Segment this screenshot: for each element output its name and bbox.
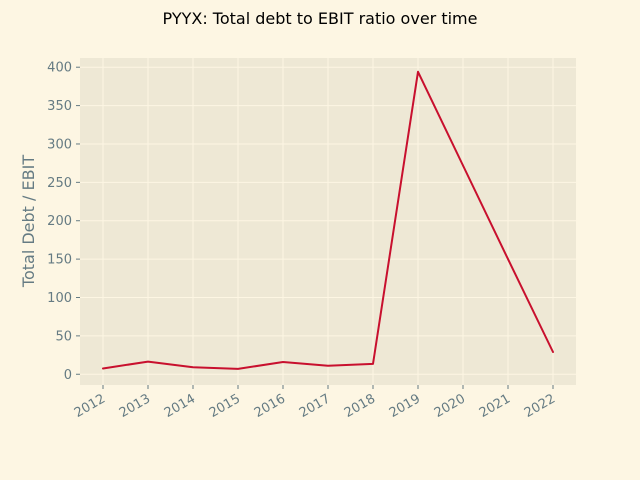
x-tick-label: 2013 <box>117 391 153 421</box>
y-tick-label: 150 <box>47 253 72 268</box>
y-tick-label: 400 <box>47 61 72 76</box>
x-tick-label: 2012 <box>72 391 108 421</box>
x-tick-label: 2017 <box>297 391 333 421</box>
series-layer <box>102 70 554 370</box>
x-tick-label: 2019 <box>387 391 423 421</box>
x-tick-label: 2020 <box>432 391 468 421</box>
grid-lines <box>80 58 576 385</box>
y-tick-label: 350 <box>47 99 72 114</box>
x-axis-ticks: 2012 2013 2014 2015 2016 2017 2018 2019 2020 2021… <box>72 385 558 421</box>
x-tick-label: 2018 <box>342 391 378 421</box>
y-tick-label: 100 <box>47 291 72 306</box>
y-tick-label: 250 <box>47 176 72 191</box>
y-axis-label: Total Debt / EBIT <box>19 155 38 288</box>
x-tick-label: 2022 <box>522 391 558 421</box>
x-tick-label: 2021 <box>477 391 513 421</box>
y-tick-label: 200 <box>47 214 72 229</box>
x-tick-label: 2016 <box>252 391 288 421</box>
chart-title: PYYX: Total debt to EBIT ratio over time <box>163 9 478 28</box>
y-axis-ticks: 0 50 100 150 200 250 300 350 400 <box>47 61 80 383</box>
x-tick-label: 2014 <box>162 391 198 421</box>
y-tick-label: 50 <box>55 329 72 344</box>
y-tick-label: 300 <box>47 137 72 152</box>
y-tick-label: 0 <box>64 368 72 383</box>
series-line <box>102 70 554 370</box>
x-tick-label: 2015 <box>207 391 243 421</box>
